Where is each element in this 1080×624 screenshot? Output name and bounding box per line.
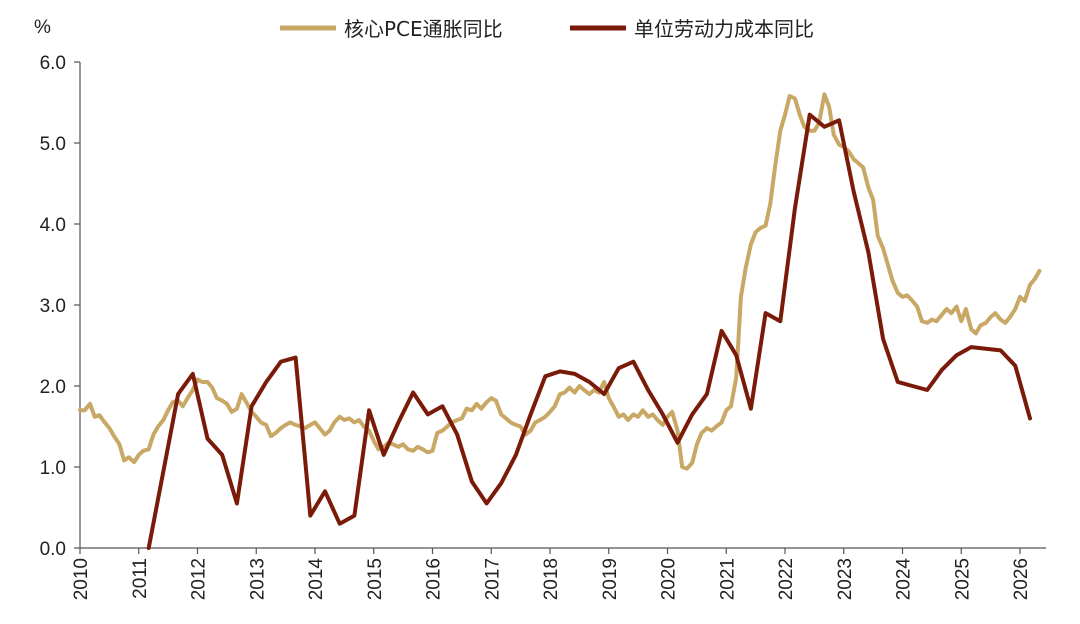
x-tick-label: 2021 bbox=[717, 558, 738, 600]
x-tick-label: 2011 bbox=[130, 558, 151, 599]
x-tick-label: 2017 bbox=[482, 558, 503, 600]
x-tick-label: 2026 bbox=[1011, 558, 1032, 600]
plot-area bbox=[78, 92, 1042, 550]
x-tick-label: 2020 bbox=[659, 558, 680, 600]
y-tick-label: 1.0 bbox=[40, 458, 66, 479]
x-tick-label: 2014 bbox=[306, 558, 327, 601]
x-tick-label: 2018 bbox=[541, 558, 562, 600]
x-tick-label: 2025 bbox=[952, 558, 973, 600]
x-tick-label: 2024 bbox=[894, 558, 915, 601]
y-tick-label: 4.0 bbox=[40, 215, 66, 236]
series-line-unit-labor-cost bbox=[146, 112, 1032, 550]
y-tick-label: 2.0 bbox=[40, 377, 66, 398]
x-tick-label: 2015 bbox=[365, 558, 386, 600]
x-tick-label: 2019 bbox=[600, 558, 621, 600]
legend: 核心PCE通胀同比 单位劳动力成本同比 bbox=[280, 17, 814, 41]
y-tick-label: 0.0 bbox=[40, 539, 66, 560]
legend-label-core-pce: 核心PCE通胀同比 bbox=[344, 17, 503, 41]
x-tick-label: 2010 bbox=[71, 558, 92, 600]
x-tick-label: 2013 bbox=[247, 558, 268, 600]
series-line-core-pce bbox=[78, 92, 1042, 471]
x-axis: 2010 2011 2012 2013 2014 2015 2016 2017 2018 2019… bbox=[71, 547, 1046, 601]
y-tick-label: 6.0 bbox=[40, 53, 66, 74]
y-unit-label: % bbox=[34, 17, 51, 38]
x-tick-label: 2016 bbox=[424, 558, 445, 600]
x-tick-label: 2022 bbox=[776, 558, 797, 600]
x-tick-label: 2023 bbox=[835, 558, 856, 600]
x-tick-label: 2012 bbox=[189, 558, 210, 600]
y-tick-label: 5.0 bbox=[40, 134, 66, 155]
y-axis: 0.0 1.0 2.0 3.0 4.0 5.0 6.0 bbox=[40, 53, 81, 560]
y-tick-label: 3.0 bbox=[40, 296, 66, 317]
legend-label-unit-labor-cost: 单位劳动力成本同比 bbox=[634, 17, 814, 41]
